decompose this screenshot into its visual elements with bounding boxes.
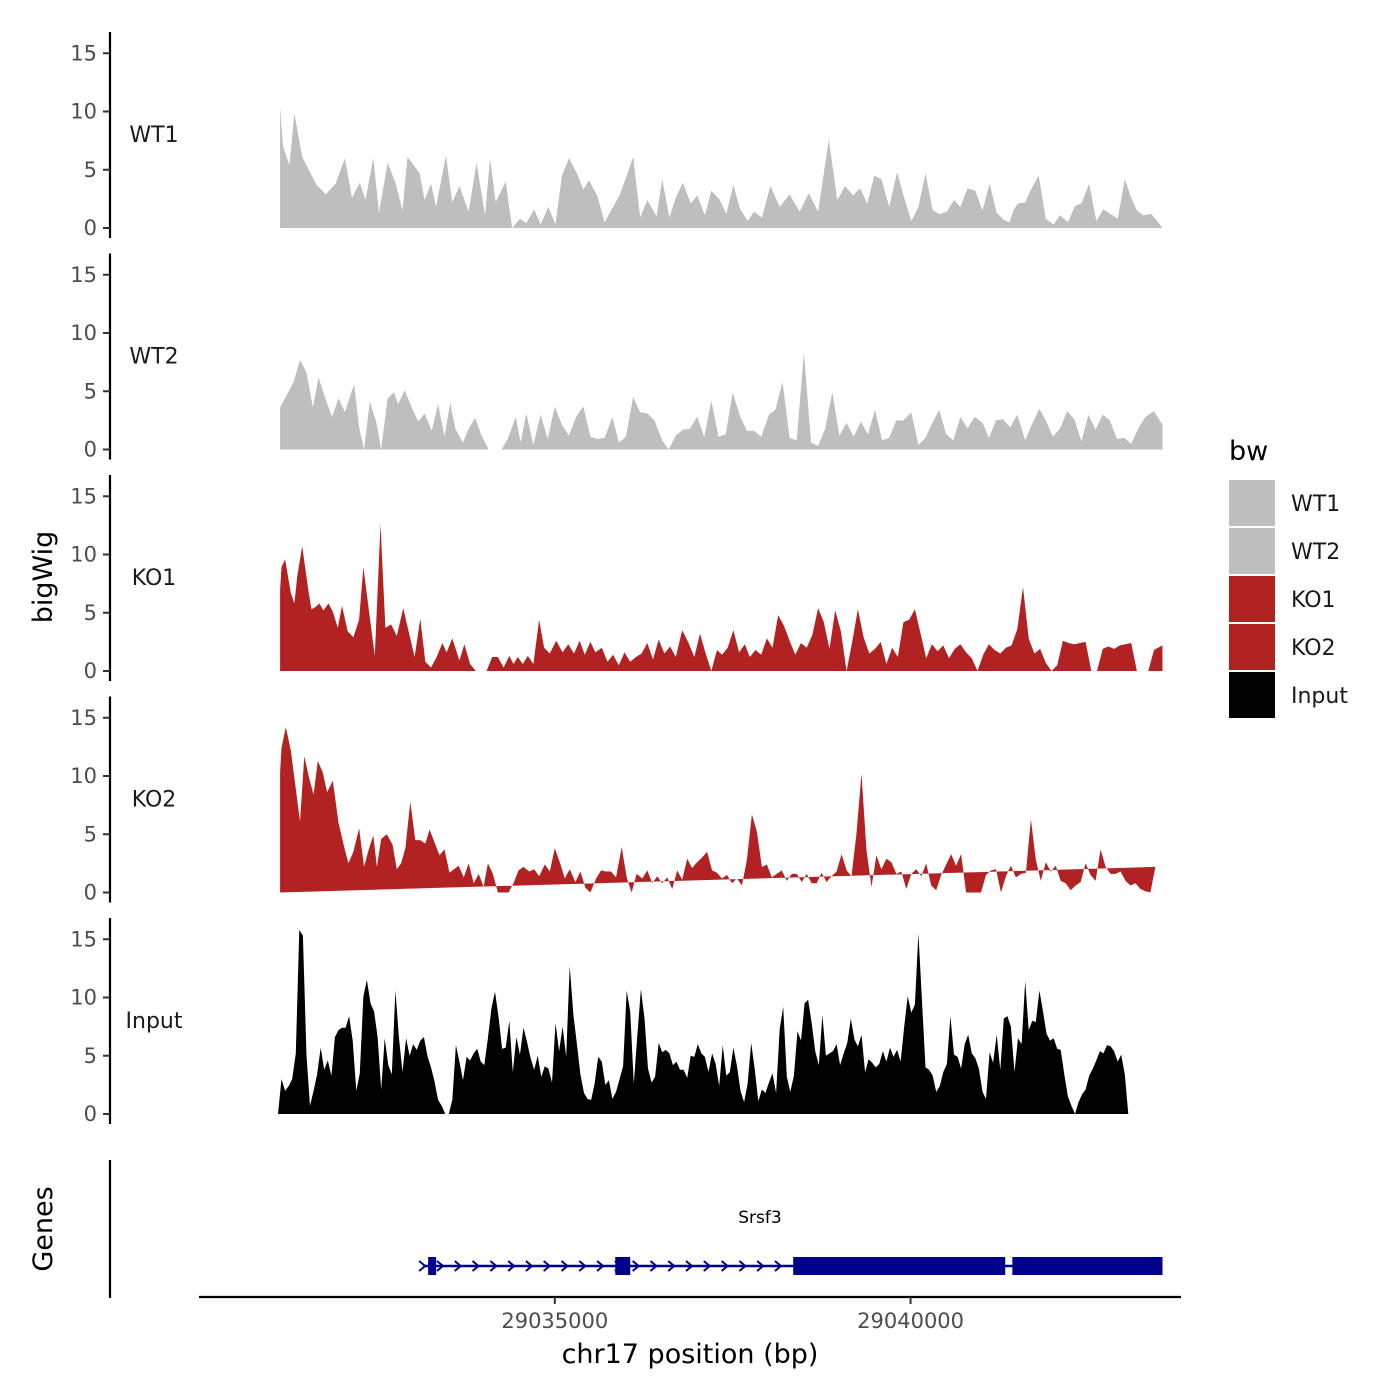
legend-title: bw [1229,436,1268,467]
track-panel-input: 0 5 10 15 Input [70,918,1129,1126]
track-panel-wt2: 0 5 10 15 WT2 [70,253,1163,462]
y-tick-label: 5 [84,379,97,403]
y-tick-label: 0 [84,216,97,240]
track-panel-wt1: 0 5 10 15 WT1 [70,32,1163,240]
y-tick-label: 0 [84,1102,97,1126]
y-tick-label: 10 [70,986,97,1010]
track-label: KO1 [132,566,177,591]
track-label: WT1 [129,123,178,148]
legend-swatch [1229,624,1275,670]
gene-name-label: Srsf3 [738,1208,781,1228]
legend-items: WT1 WT2 KO1 KO2 Input [1229,480,1348,718]
y-tick-label: 15 [70,484,97,508]
y-tick-label: 10 [70,764,97,788]
y-tick-label: 0 [84,659,97,683]
legend-swatch [1229,576,1275,622]
gene-annotation-track: Srsf3 [108,1160,1163,1298]
legend-label: KO2 [1291,636,1336,661]
legend-item-wt2: WT2 [1229,528,1340,574]
track-panel-ko2: 0 5 10 15 KO2 [70,696,1156,905]
coverage-tracks: 0 5 10 15 WT1 0 5 10 15 WT2 0 5 10 15 KO1 0 5 10 15 KO2 0 5 10… [70,32,1163,1126]
strand-arrow [454,1260,463,1272]
coverage-area-wt1 [280,106,1163,228]
genes-axis-title: Genes [28,1186,59,1271]
x-tick-label: 29035000 [501,1309,608,1333]
gene-exon-3 [793,1257,1006,1275]
strand-arrow [703,1260,712,1272]
strand-arrow [543,1260,552,1272]
y-tick-label: 15 [70,927,97,951]
y-axis-title: bigWig [28,531,59,624]
strand-arrow [489,1260,498,1272]
y-tick-label: 5 [84,822,97,846]
coverage-area-input [278,929,1129,1114]
strand-arrow [631,1260,641,1272]
strand-arrow [507,1260,516,1272]
gene-exon-1 [428,1257,437,1275]
track-label: Input [126,1009,183,1034]
x-axis-title: chr17 position (bp) [562,1339,819,1370]
strand-arrow [471,1260,481,1272]
strand-arrow [436,1260,445,1272]
strand-arrow [738,1260,747,1272]
legend-item-wt1: WT1 [1229,480,1340,526]
strand-arrow [774,1260,783,1272]
legend: bw WT1 WT2 KO1 KO2 Input [1229,436,1348,718]
strand-arrow [418,1260,427,1272]
y-tick-label: 0 [84,881,97,905]
coverage-area-ko2 [280,727,1156,893]
legend-label: WT2 [1291,540,1340,565]
strand-arrow [578,1260,587,1272]
y-tick-label: 15 [70,41,97,65]
legend-swatch [1229,672,1275,718]
legend-label: KO1 [1291,588,1336,613]
y-tick-label: 0 [84,438,97,462]
track-label: WT2 [129,345,178,370]
legend-label: Input [1291,684,1348,709]
track-panel-ko1: 0 5 10 15 KO1 [70,475,1163,683]
strand-arrow [649,1260,658,1272]
strand-arrow [596,1260,605,1272]
x-tick-label: 29040000 [857,1309,964,1333]
strand-arrow [720,1260,730,1272]
y-tick-label: 10 [70,543,97,567]
coverage-area-ko1 [280,524,1163,671]
track-label: KO2 [132,788,177,813]
y-tick-label: 5 [84,1044,97,1068]
legend-item-ko2: KO2 [1229,624,1336,670]
gene-exon-4 [1012,1257,1163,1275]
strand-arrow [756,1260,765,1272]
y-tick-label: 15 [70,263,97,287]
strand-arrow [685,1260,694,1272]
x-axis: 29035000 29040000 [199,1295,1181,1333]
legend-swatch [1229,528,1275,574]
y-tick-label: 5 [84,601,97,625]
y-tick-label: 5 [84,158,97,182]
y-tick-label: 10 [70,321,97,345]
legend-item-ko1: KO1 [1229,576,1336,622]
y-tick-label: 15 [70,706,97,730]
y-tick-label: 10 [70,100,97,124]
legend-label: WT1 [1291,492,1340,517]
coverage-area-wt2 [280,352,1163,450]
legend-swatch [1229,480,1275,526]
legend-item-input: Input [1229,672,1348,718]
strand-arrow [525,1260,534,1272]
strand-arrow [667,1260,676,1272]
gene-exon-2 [615,1257,631,1275]
strand-arrow [560,1260,570,1272]
